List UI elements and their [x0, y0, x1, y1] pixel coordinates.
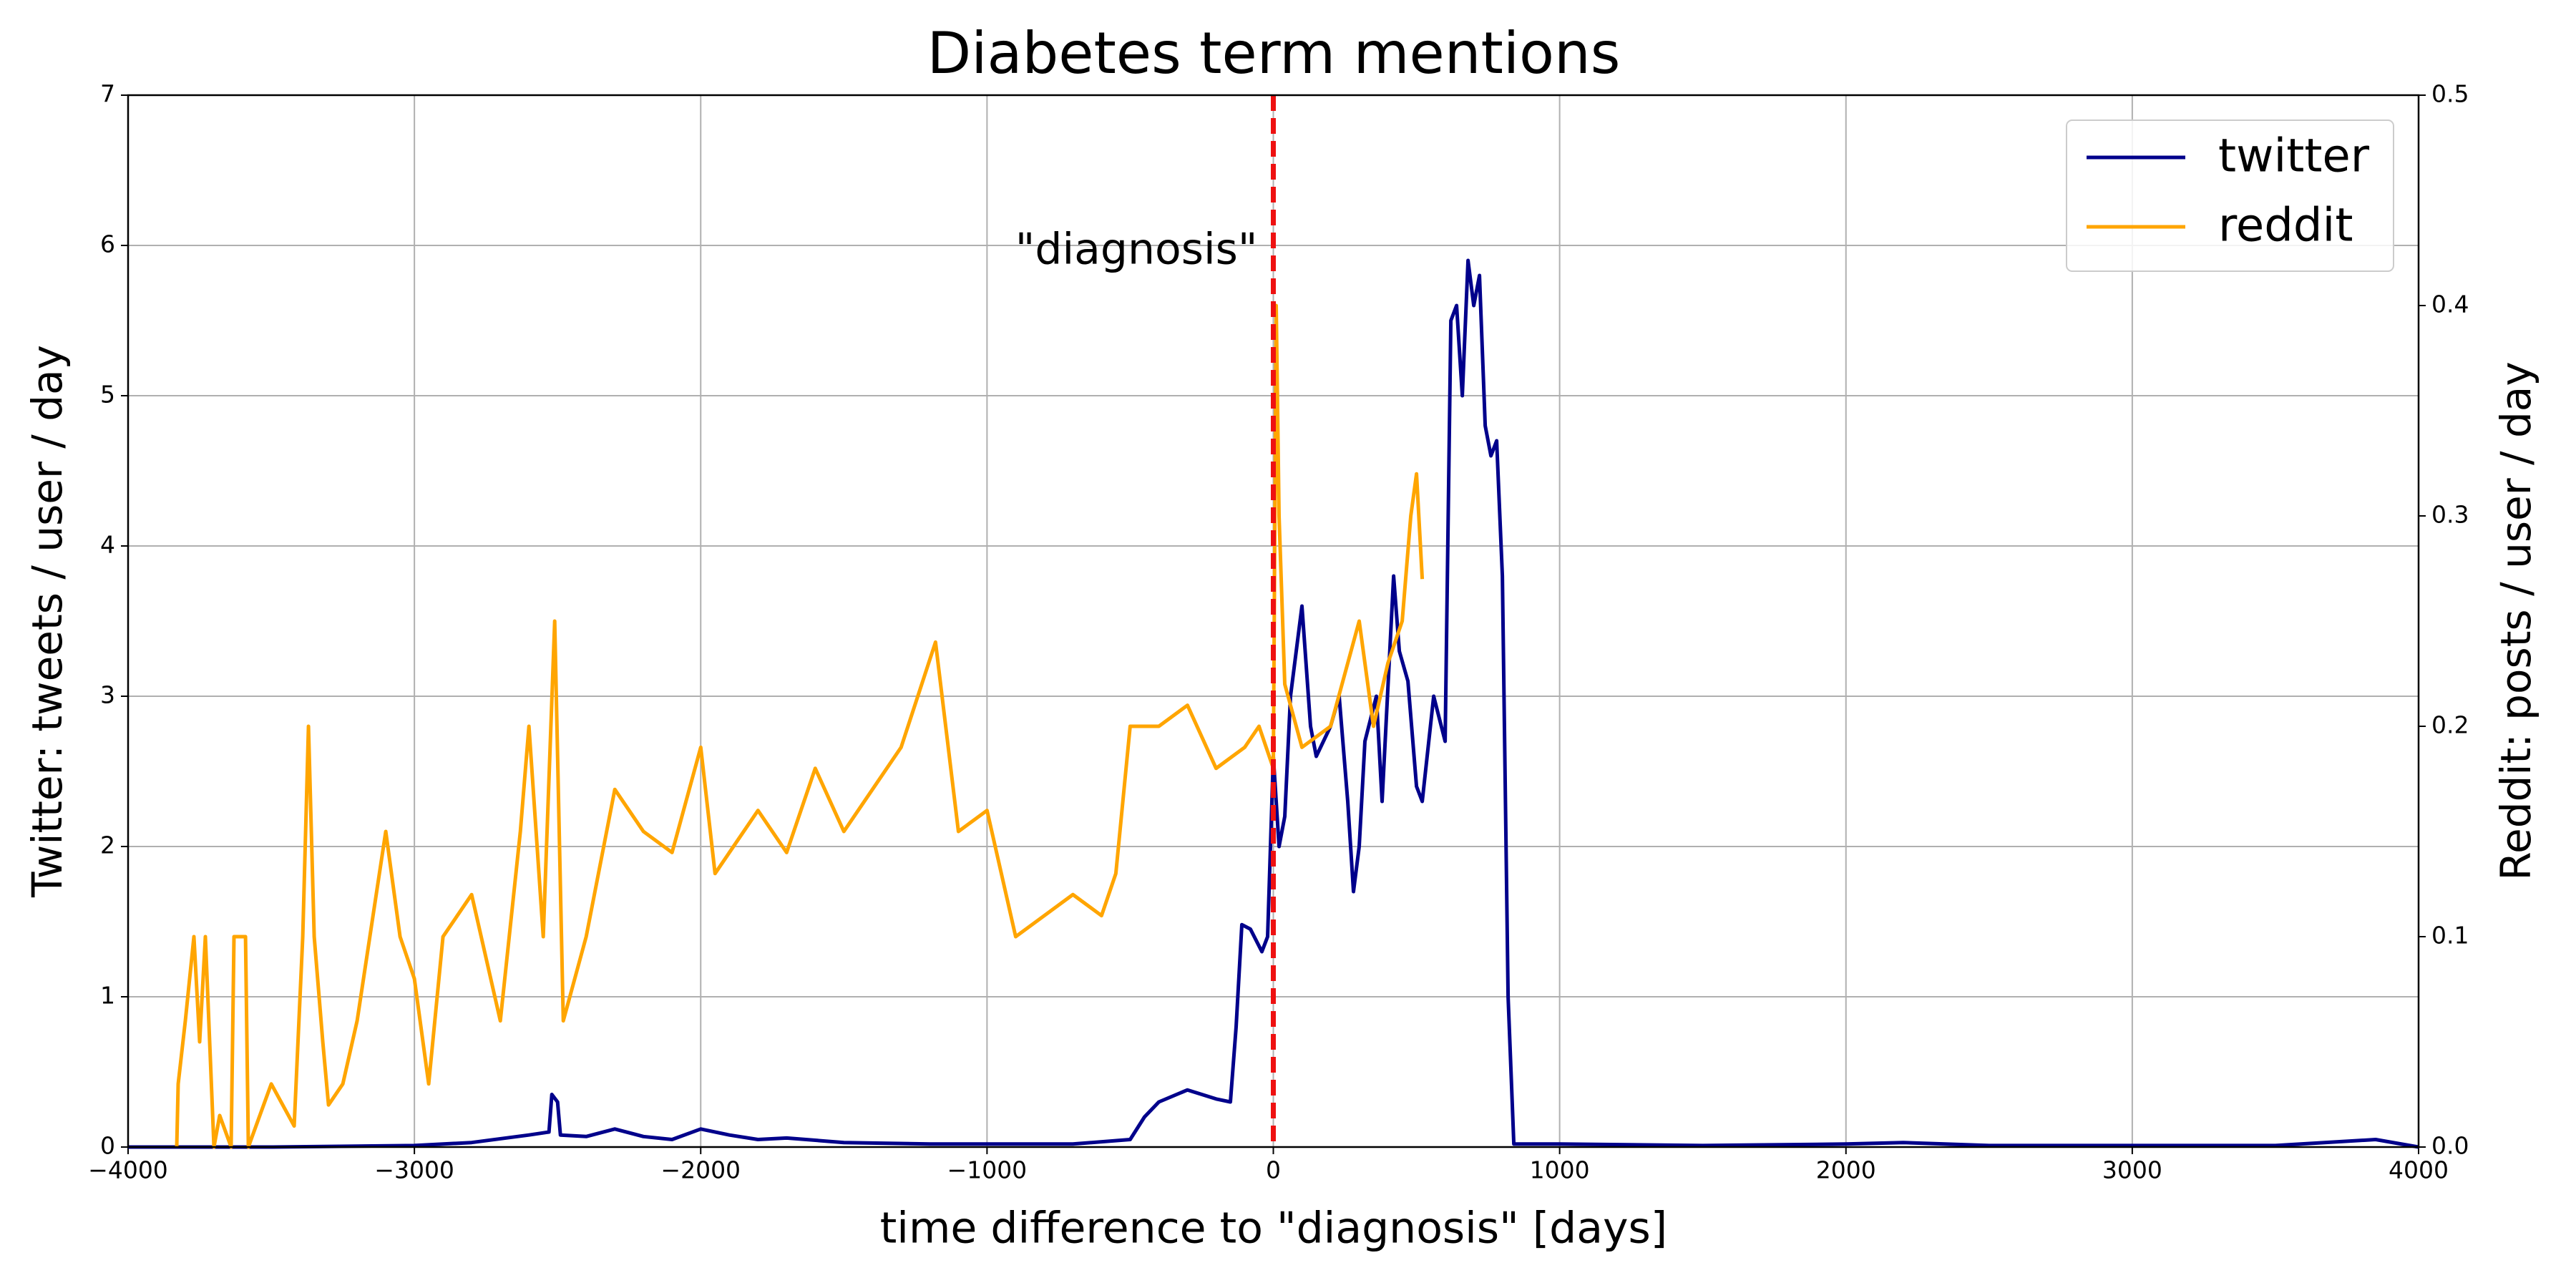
y-tick-label: 3 [100, 681, 115, 709]
x-tick-label: −4000 [88, 1156, 168, 1184]
y-axis-label: Twitter: tweets / user / day [23, 345, 72, 898]
legend-label: reddit [2218, 200, 2353, 253]
y-tick-label: 5 [100, 381, 115, 409]
y-tick-label: 4 [100, 531, 115, 559]
x-tick-label: 0 [1266, 1156, 1281, 1184]
y-tick-label: 0 [100, 1132, 115, 1160]
x-axis-label: time difference to "diagnosis" [days] [880, 1204, 1667, 1254]
chart-title: Diabetes term mentions [927, 20, 1621, 87]
x-tick-label: −3000 [374, 1156, 454, 1184]
legend-label: twitter [2218, 130, 2370, 183]
plot-frame [127, 94, 2420, 1148]
y-tick-label: 7 [100, 80, 115, 108]
y2-tick-label: 0.3 [2431, 501, 2469, 529]
y-tick-label: 2 [100, 831, 115, 859]
y-tick-label: 6 [100, 230, 115, 258]
y-tick-label: 1 [100, 982, 115, 1010]
x-tick-label: 4000 [2389, 1156, 2449, 1184]
y2-tick-label: 0.2 [2431, 711, 2469, 739]
x-tick-label: −2000 [660, 1156, 741, 1184]
y2-axis-label: Reddit: posts / user / day [2492, 361, 2540, 880]
y2-tick-label: 0.4 [2431, 291, 2469, 318]
y2-tick-label: 0.0 [2431, 1132, 2469, 1160]
y2-tick-label: 0.1 [2431, 922, 2469, 950]
annotation: "diagnosis" [1015, 225, 1258, 275]
x-tick-label: 1000 [1530, 1156, 1590, 1184]
x-tick-label: −1000 [947, 1156, 1028, 1184]
y2-tick-label: 0.5 [2431, 80, 2469, 108]
x-tick-label: 2000 [1816, 1156, 1876, 1184]
series-line [128, 258, 2419, 1149]
x-tick-label: 3000 [2102, 1156, 2162, 1184]
